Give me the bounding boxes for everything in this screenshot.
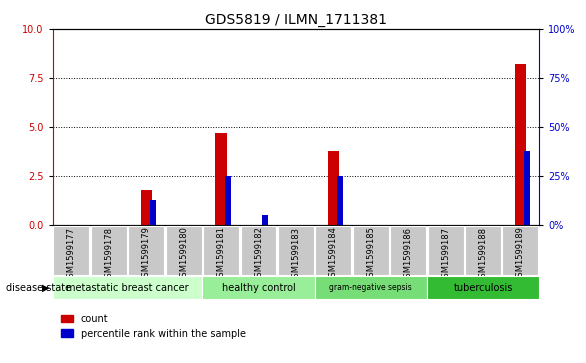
Text: healthy control: healthy control — [222, 283, 295, 293]
FancyBboxPatch shape — [428, 225, 464, 276]
Text: GSM1599189: GSM1599189 — [516, 227, 525, 282]
Bar — [328, 151, 339, 225]
Text: GSM1599179: GSM1599179 — [142, 227, 151, 282]
Text: GSM1599184: GSM1599184 — [329, 227, 338, 282]
Title: GDS5819 / ILMN_1711381: GDS5819 / ILMN_1711381 — [205, 13, 387, 26]
FancyBboxPatch shape — [315, 276, 427, 299]
Bar — [225, 176, 231, 225]
FancyBboxPatch shape — [465, 225, 501, 276]
FancyBboxPatch shape — [315, 225, 351, 276]
FancyBboxPatch shape — [241, 225, 277, 276]
Text: GSM1599178: GSM1599178 — [104, 227, 113, 282]
Text: GSM1599183: GSM1599183 — [291, 227, 301, 282]
Bar — [263, 215, 268, 225]
FancyBboxPatch shape — [53, 276, 202, 299]
FancyBboxPatch shape — [278, 225, 314, 276]
Bar — [216, 133, 227, 225]
Text: GSM1599185: GSM1599185 — [366, 227, 375, 282]
FancyBboxPatch shape — [53, 225, 90, 276]
Text: GSM1599182: GSM1599182 — [254, 227, 263, 282]
FancyBboxPatch shape — [203, 225, 239, 276]
Text: GSM1599181: GSM1599181 — [217, 227, 226, 282]
FancyBboxPatch shape — [202, 276, 315, 299]
Bar — [524, 151, 530, 225]
FancyBboxPatch shape — [91, 225, 127, 276]
Bar — [141, 190, 152, 225]
Text: GSM1599188: GSM1599188 — [479, 227, 488, 282]
Bar — [515, 64, 526, 225]
Text: gram-negative sepsis: gram-negative sepsis — [329, 283, 412, 292]
Text: disease state: disease state — [6, 283, 71, 293]
Text: metastatic breast cancer: metastatic breast cancer — [66, 283, 189, 293]
Text: GSM1599186: GSM1599186 — [404, 227, 413, 282]
FancyBboxPatch shape — [166, 225, 202, 276]
Bar — [150, 200, 156, 225]
Text: GSM1599180: GSM1599180 — [179, 227, 188, 282]
Text: GSM1599177: GSM1599177 — [67, 227, 76, 282]
FancyBboxPatch shape — [128, 225, 164, 276]
FancyBboxPatch shape — [353, 225, 389, 276]
Text: GSM1599187: GSM1599187 — [441, 227, 450, 282]
Text: ▶: ▶ — [42, 283, 50, 293]
FancyBboxPatch shape — [427, 276, 539, 299]
FancyBboxPatch shape — [502, 225, 539, 276]
Legend: count, percentile rank within the sample: count, percentile rank within the sample — [57, 310, 250, 342]
FancyBboxPatch shape — [390, 225, 426, 276]
Bar — [338, 176, 343, 225]
Text: tuberculosis: tuberculosis — [454, 283, 513, 293]
